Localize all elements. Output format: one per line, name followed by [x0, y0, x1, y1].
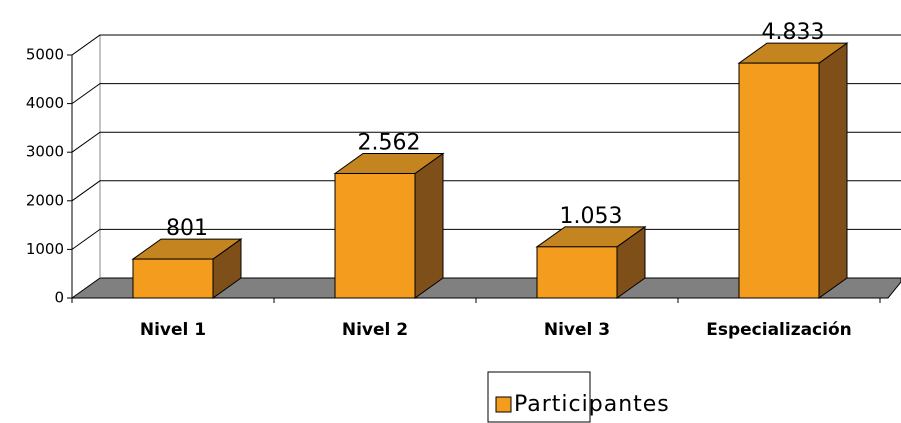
- grid-line: [71, 34, 901, 56]
- y-tick-label: 3000: [26, 143, 64, 161]
- bar: [334, 172, 416, 299]
- value-label: 1.053: [560, 204, 623, 229]
- bar-side: [818, 42, 848, 299]
- x-tick-label: Nivel 3: [544, 320, 610, 340]
- value-label: 4.833: [762, 20, 825, 45]
- grid-line: [71, 180, 901, 202]
- x-tick-label: Nivel 1: [140, 320, 206, 340]
- grid-line: [71, 131, 901, 153]
- x-tick-label: Nivel 2: [342, 320, 408, 340]
- y-tick-label: 5000: [26, 46, 64, 64]
- legend-swatch: [495, 396, 512, 413]
- y-tick-label: 0: [54, 289, 64, 307]
- y-tick-label: 1000: [26, 240, 64, 258]
- bar-side: [414, 152, 444, 299]
- value-label: 801: [166, 216, 208, 241]
- bar: [132, 258, 214, 299]
- bar: [536, 246, 618, 299]
- y-tick-label: 2000: [26, 191, 64, 209]
- bar: [738, 62, 820, 299]
- x-tick-label: Especialización: [706, 320, 852, 340]
- value-label: 2.562: [358, 130, 421, 155]
- legend-label: Participantes: [514, 392, 670, 417]
- grid-line: [71, 83, 901, 105]
- y-tick-label: 4000: [26, 94, 64, 112]
